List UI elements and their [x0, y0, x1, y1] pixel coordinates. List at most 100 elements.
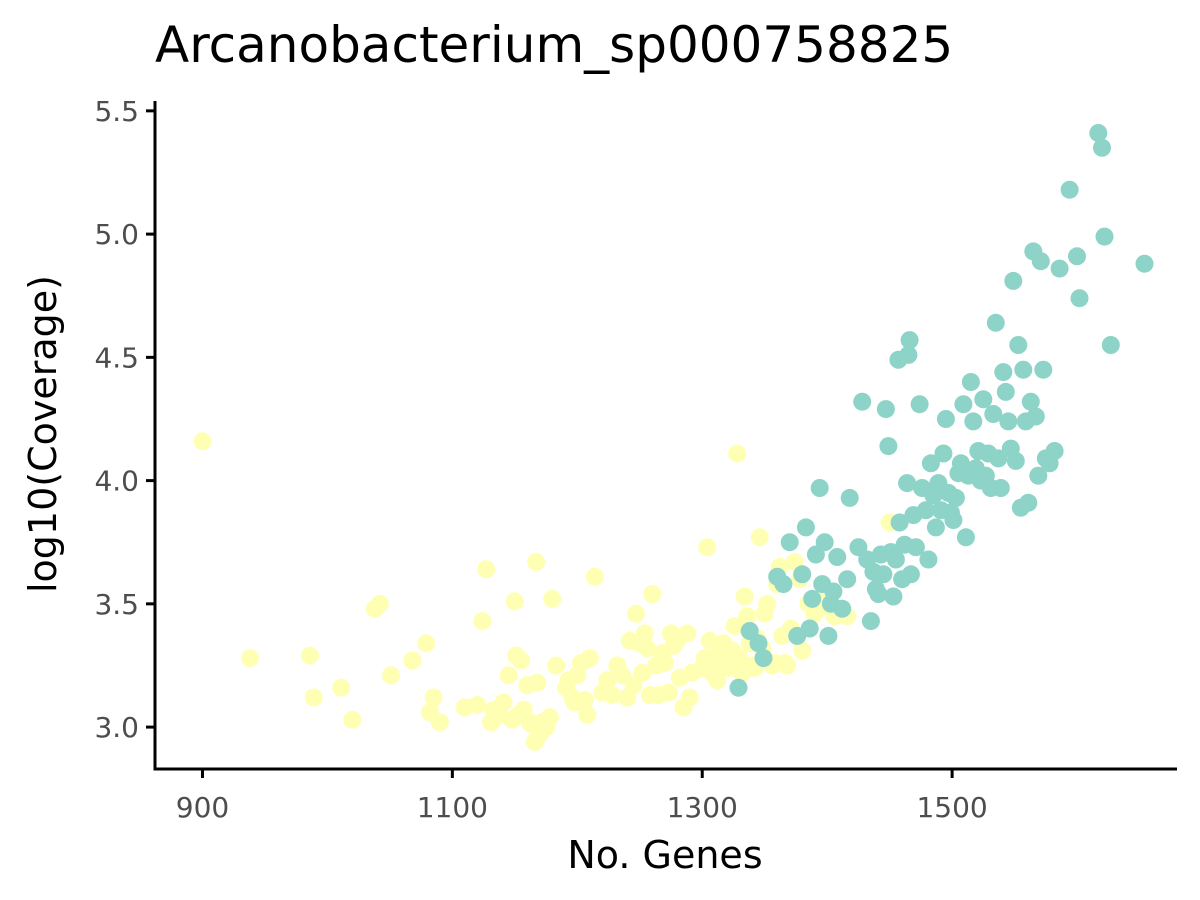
y-tick-label: 3.0: [94, 711, 139, 744]
data-point: [994, 363, 1013, 382]
data-point: [876, 400, 895, 419]
data-point: [810, 479, 829, 497]
data-point: [984, 405, 1003, 423]
data-point: [547, 656, 566, 675]
data-point: [815, 533, 834, 552]
data-point: [627, 604, 645, 623]
data-point: [996, 382, 1015, 401]
data-point: [910, 395, 929, 414]
x-tick-label: 1500: [916, 791, 987, 824]
data-point: [633, 663, 652, 682]
data-point: [861, 612, 880, 631]
data-point: [1101, 336, 1120, 354]
data-point: [728, 444, 747, 463]
data-point: [1089, 124, 1108, 142]
data-point: [754, 649, 773, 668]
chart-title: Arcanobacterium_sp000758825: [155, 16, 953, 74]
data-point: [1026, 407, 1045, 426]
data-point: [886, 550, 905, 569]
x-axis-title: No. Genes: [567, 833, 762, 877]
data-point: [803, 589, 822, 608]
x-tick-label: 900: [176, 791, 229, 824]
data-point: [890, 513, 909, 532]
data-point: [659, 683, 678, 702]
data-point: [1068, 247, 1086, 266]
data-point: [477, 560, 496, 579]
data-point: [793, 641, 812, 660]
data-point: [424, 688, 443, 707]
data-point: [778, 656, 797, 675]
data-point: [956, 528, 975, 547]
data-point: [1095, 227, 1114, 246]
data-point: [840, 488, 859, 507]
data-point: [494, 693, 513, 712]
data-point: [800, 619, 819, 638]
data-point: [417, 634, 436, 653]
data-point: [869, 585, 888, 603]
data-point: [749, 634, 768, 653]
data-points: [193, 124, 1154, 751]
data-point: [193, 432, 212, 451]
data-point: [528, 673, 547, 692]
data-point: [1029, 466, 1048, 485]
data-point: [901, 565, 920, 584]
data-point: [793, 565, 812, 584]
data-point: [884, 587, 903, 606]
data-point: [575, 691, 594, 709]
data-point: [700, 631, 719, 650]
data-point: [655, 654, 674, 672]
data-point: [738, 607, 757, 626]
y-tick-label: 5.0: [94, 218, 139, 251]
data-point: [1004, 271, 1023, 290]
data-point: [527, 552, 546, 571]
data-point: [833, 599, 852, 618]
data-point: [838, 570, 857, 589]
data-point: [370, 594, 389, 613]
data-point: [499, 666, 518, 685]
data-point: [906, 538, 925, 557]
data-point: [678, 624, 697, 643]
x-tick-label: 1100: [417, 791, 488, 824]
x-axis-ticks: 900 1100 1300 1500: [176, 769, 988, 824]
data-point: [999, 412, 1018, 431]
data-point: [304, 688, 323, 707]
y-axis-ticks: 3.0 3.5 4.0 4.5 5.0 5.5: [94, 95, 155, 744]
data-point: [241, 649, 259, 668]
data-point: [1070, 289, 1089, 308]
y-tick-label: 4.0: [94, 465, 139, 498]
data-point: [300, 646, 319, 665]
data-point: [708, 671, 727, 690]
data-point: [638, 639, 657, 658]
data-point: [921, 454, 940, 473]
data-point: [543, 589, 562, 608]
data-point: [899, 345, 918, 364]
data-point: [936, 410, 955, 428]
data-point: [750, 528, 769, 547]
data-point: [505, 592, 524, 611]
data-point: [635, 624, 654, 643]
y-axis-title: log10(Coverage): [21, 275, 65, 593]
data-point: [986, 313, 1005, 332]
data-point: [954, 395, 973, 414]
data-point: [729, 678, 748, 697]
data-point: [1135, 254, 1154, 273]
data-point: [819, 626, 838, 645]
data-point: [944, 511, 963, 529]
data-point: [989, 449, 1008, 468]
data-point: [603, 686, 622, 705]
data-point: [643, 585, 662, 603]
data-point: [934, 444, 953, 463]
data-point: [1050, 259, 1069, 278]
data-point: [898, 474, 917, 493]
data-point: [974, 390, 993, 409]
data-point: [1021, 392, 1040, 411]
data-point: [680, 688, 699, 707]
data-point: [578, 705, 597, 724]
data-point: [824, 582, 843, 601]
data-point: [580, 649, 599, 668]
data-point: [1009, 336, 1028, 354]
data-point: [1006, 451, 1025, 470]
data-point: [430, 713, 449, 732]
data-point: [780, 533, 799, 552]
